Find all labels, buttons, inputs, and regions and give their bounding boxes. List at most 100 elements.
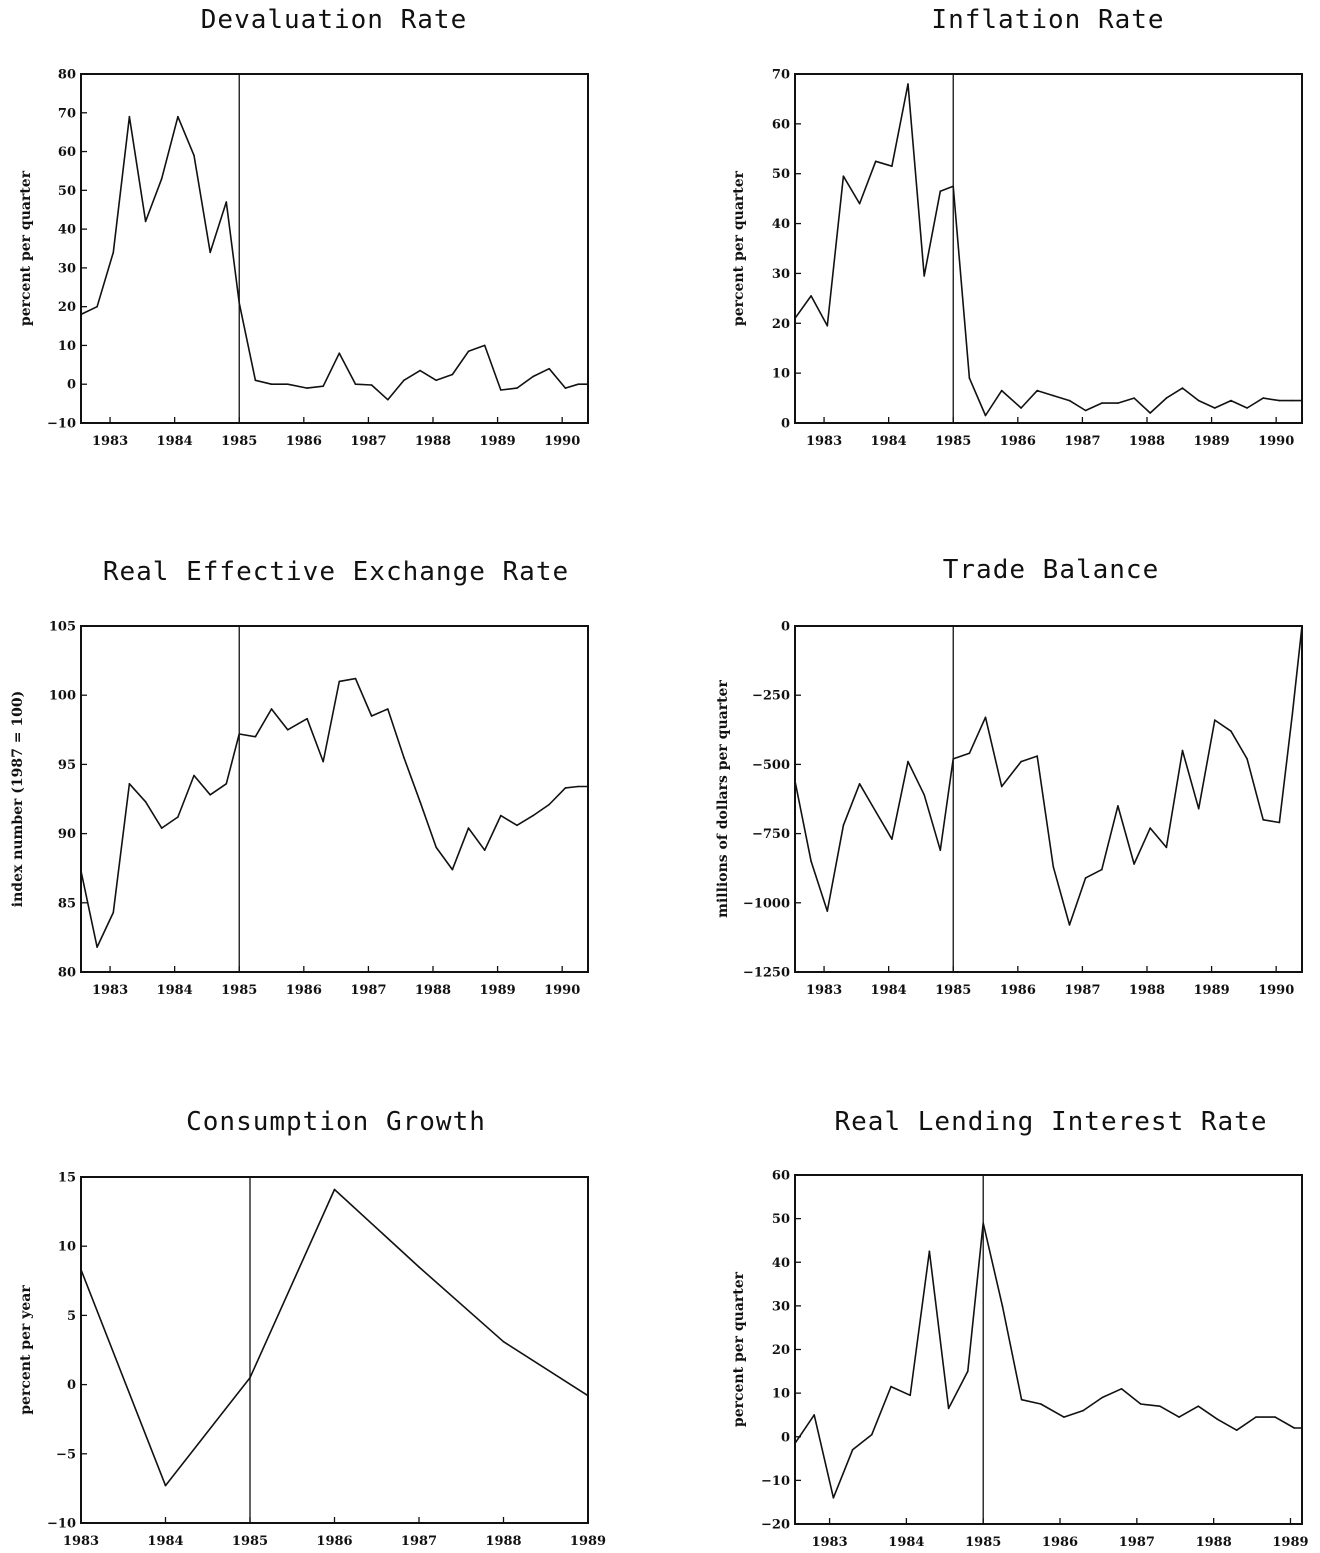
- chart-title: Consumption Growth: [186, 1107, 486, 1137]
- data-point: [451, 868, 454, 871]
- data-point: [1278, 399, 1281, 402]
- y-tick-label: 0: [67, 378, 76, 393]
- x-tick-label: 1984: [157, 434, 193, 449]
- data-point: [1293, 1427, 1296, 1429]
- data-point: [500, 814, 502, 817]
- series-line: [794, 1222, 1302, 1499]
- data-point: [890, 1385, 892, 1388]
- chart-panel-5: Consumption Growth −10 −5 0 5 10 15 1983 1984 198…: [18, 1107, 606, 1549]
- x-tick-label: 1984: [888, 1535, 924, 1550]
- data-point: [286, 383, 289, 386]
- data-point: [909, 1394, 911, 1397]
- x-tick-label: 1985: [232, 1534, 268, 1549]
- data-point: [249, 1376, 251, 1379]
- y-tick-label: 20: [58, 300, 76, 315]
- y-tick-label: 40: [772, 217, 790, 232]
- series-line: [794, 83, 1302, 417]
- y-tick-label: 0: [781, 620, 790, 635]
- x-tick-label: 1984: [147, 1534, 183, 1549]
- data-point: [502, 1340, 505, 1343]
- data-point: [1020, 760, 1022, 763]
- data-point: [80, 870, 82, 872]
- x-tick-label: 1988: [415, 983, 451, 998]
- data-point: [306, 387, 308, 389]
- data-point: [794, 780, 796, 782]
- y-tick-label: 0: [67, 1378, 76, 1393]
- series-line: [80, 1188, 589, 1487]
- data-point: [1117, 805, 1119, 807]
- data-point: [928, 1250, 931, 1253]
- data-point: [923, 794, 925, 796]
- data-point: [144, 801, 147, 803]
- data-point: [1120, 1388, 1123, 1390]
- y-tick-label: 100: [49, 689, 76, 704]
- data-point: [1165, 846, 1168, 849]
- data-point: [322, 385, 325, 388]
- y-tick-label: −20: [761, 1518, 790, 1533]
- y-tick-label: 90: [58, 827, 76, 842]
- x-tick-label: 1987: [1064, 434, 1100, 449]
- data-point: [112, 911, 115, 914]
- y-axis-label: percent per quarter: [731, 1271, 747, 1427]
- data-point: [548, 803, 550, 806]
- data-point: [128, 115, 131, 118]
- data-point: [467, 827, 470, 829]
- y-tick-label: −10: [47, 1517, 76, 1532]
- data-point: [1181, 749, 1184, 752]
- data-point: [1214, 407, 1216, 409]
- data-point: [952, 185, 954, 187]
- y-tick-label: 95: [58, 758, 76, 773]
- data-point: [1149, 827, 1151, 829]
- data-point: [1036, 755, 1038, 757]
- x-tick-label: 1985: [221, 434, 257, 449]
- data-point: [1262, 397, 1264, 399]
- x-tick-label: 1989: [1272, 1535, 1308, 1550]
- data-point: [1274, 1416, 1276, 1418]
- x-tick-label: 1987: [350, 434, 386, 449]
- y-tick-label: 70: [58, 106, 76, 121]
- data-point: [564, 387, 567, 389]
- data-point: [403, 756, 405, 759]
- x-tick-label: 1988: [485, 1534, 521, 1549]
- y-tick-label: 15: [58, 1171, 76, 1186]
- y-tick-label: 40: [772, 1256, 790, 1271]
- data-point: [1068, 924, 1071, 926]
- data-point: [548, 367, 550, 370]
- y-tick-label: 20: [772, 1343, 790, 1358]
- y-tick-label: 30: [772, 1299, 790, 1314]
- x-tick-label: 1983: [806, 983, 842, 998]
- data-point: [193, 774, 195, 777]
- x-tick-label: 1990: [1258, 434, 1294, 449]
- data-point: [1036, 389, 1038, 392]
- x-tick-label: 1983: [811, 1535, 847, 1550]
- x-tick-label: 1984: [157, 983, 193, 998]
- y-tick-label: −750: [752, 827, 790, 842]
- x-tick-label: 1983: [63, 1534, 99, 1549]
- x-tick-label: 1987: [350, 983, 386, 998]
- data-point: [907, 760, 909, 763]
- data-point: [80, 313, 82, 316]
- x-tick-label: 1990: [1258, 983, 1294, 998]
- data-point: [238, 302, 240, 304]
- data-point: [160, 827, 163, 829]
- x-tick-label: 1986: [286, 983, 322, 998]
- data-point: [370, 715, 373, 717]
- y-axis-label: percent per year: [18, 1285, 34, 1415]
- data-point: [1040, 1403, 1042, 1405]
- data-point: [1117, 402, 1119, 404]
- y-tick-label: 60: [58, 145, 76, 160]
- data-point: [254, 379, 257, 382]
- x-tick-label: 1983: [92, 983, 128, 998]
- data-point: [370, 384, 373, 386]
- data-point: [1133, 397, 1135, 399]
- data-point: [984, 716, 987, 719]
- y-tick-label: 70: [772, 68, 790, 83]
- data-point: [874, 160, 877, 163]
- data-point: [826, 910, 829, 912]
- x-tick-label: 1989: [479, 434, 515, 449]
- chart-panel-6: Real Lending Interest Rate −20 −10 0 10 20 30 4…: [731, 1107, 1309, 1550]
- data-point: [1082, 1409, 1084, 1412]
- y-tick-label: 80: [58, 966, 76, 981]
- data-point: [1052, 394, 1055, 397]
- data-point: [403, 379, 405, 382]
